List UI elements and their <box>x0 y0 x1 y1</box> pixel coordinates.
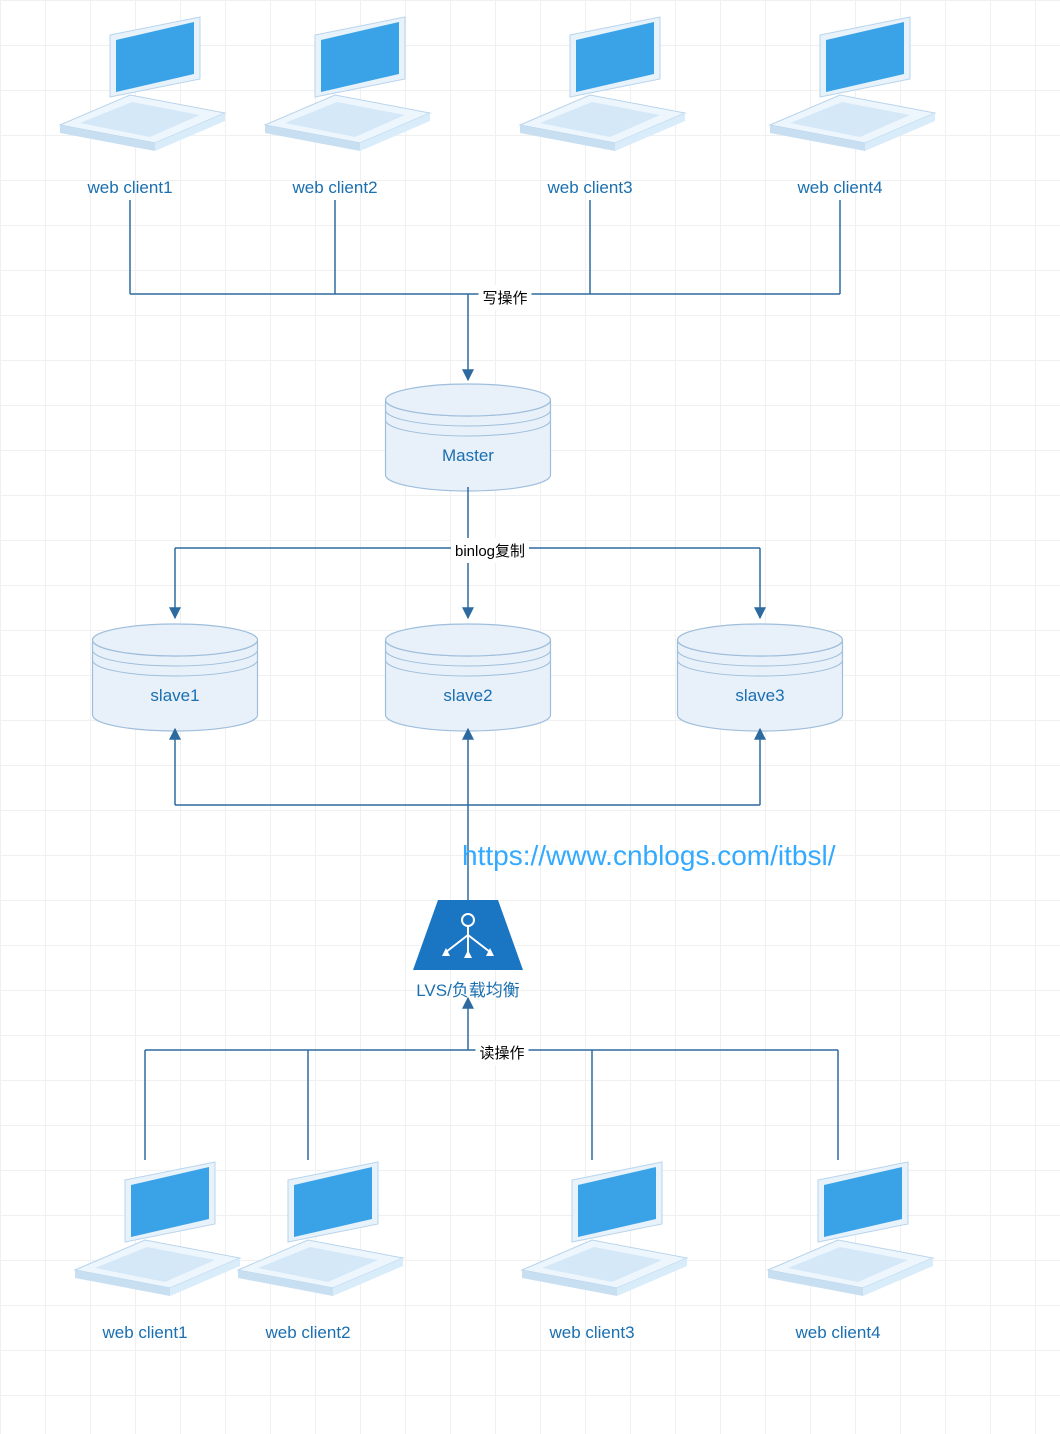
label: 读操作 <box>475 1040 528 1065</box>
label: web client4 <box>797 178 882 198</box>
label: web client2 <box>292 178 377 198</box>
label: Master <box>442 446 494 466</box>
label: web client2 <box>265 1323 350 1343</box>
label: web client4 <box>795 1323 880 1343</box>
label: slave1 <box>150 686 199 706</box>
label: web client1 <box>87 178 172 198</box>
label: slave2 <box>443 686 492 706</box>
label: slave3 <box>735 686 784 706</box>
label: 写操作 <box>478 285 531 310</box>
label: binlog复制 <box>451 538 529 563</box>
watermark: https://www.cnblogs.com/itbsl/ <box>462 840 835 872</box>
label: web client3 <box>549 1323 634 1343</box>
label: web client3 <box>547 178 632 198</box>
diagram-canvas: web client1 web client2 web client3 web cli… <box>0 0 1060 1434</box>
label: LVS/负载均衡 <box>416 976 520 1001</box>
label: web client1 <box>102 1323 187 1343</box>
diagram-svg <box>0 0 1060 1434</box>
